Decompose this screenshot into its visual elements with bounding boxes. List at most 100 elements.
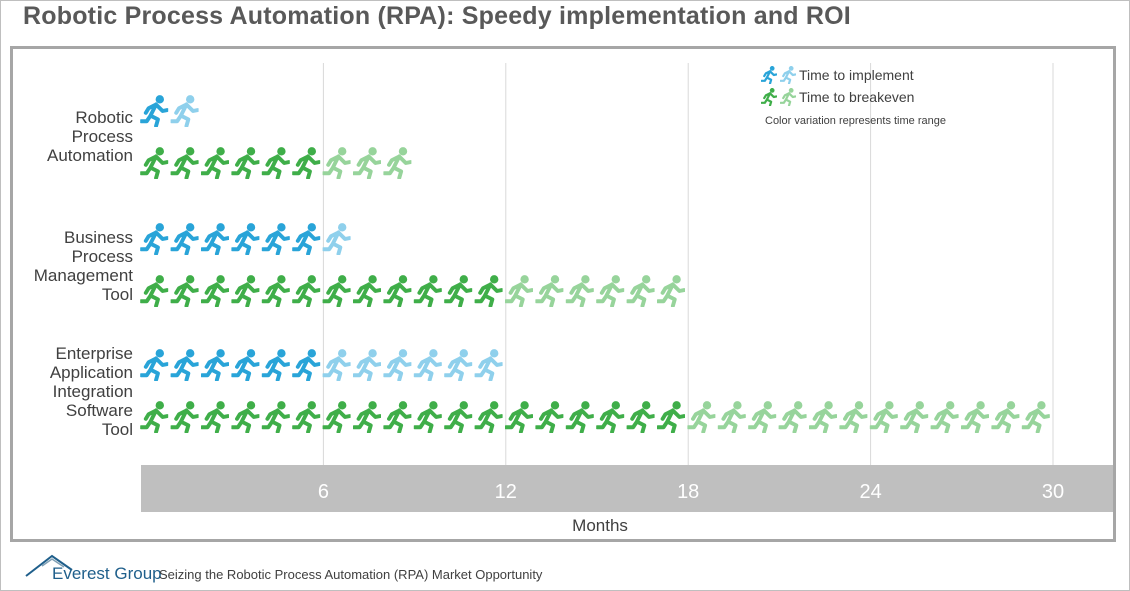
breakeven-runner-icon (140, 147, 169, 179)
breakeven-runner-icon (261, 275, 290, 307)
breakeven-runner-icon (444, 401, 473, 433)
breakeven-runner-icon (322, 147, 351, 179)
category-label: Automation (47, 146, 133, 165)
breakeven-runner-icon (322, 401, 351, 433)
x-tick-label: 6 (318, 481, 329, 503)
breakeven-runner-icon (383, 147, 412, 179)
breakeven-runner-icon (170, 147, 199, 179)
implement-runner-icon (140, 349, 169, 381)
legend-note: Color variation represents time range (765, 115, 946, 127)
legend-runner-icon (761, 66, 777, 84)
breakeven-runner-icon (444, 275, 473, 307)
breakeven-runner-icon (626, 401, 655, 433)
implement-runner-icon (292, 223, 321, 255)
x-tick-label: 24 (859, 481, 881, 503)
implement-runner-icon (261, 223, 290, 255)
implement-runner-icon (201, 223, 229, 255)
chart-panel: 6 12 18 24 30 Months Robotic Process Automation B… (10, 46, 1116, 542)
legend-label: Time to implement (799, 67, 914, 83)
breakeven-runner-icon (292, 401, 321, 433)
breakeven-runner-icon (201, 275, 229, 307)
breakeven-runner-icon (474, 275, 503, 307)
footer: Everest Group Seizing the Robotic Proces… (0, 548, 1130, 591)
everest-logo-icon (25, 554, 73, 577)
breakeven-runner-icon (170, 401, 199, 433)
breakeven-runner-icon (687, 401, 716, 433)
implement-runner-icon (322, 349, 351, 381)
breakeven-runner-icon (809, 401, 837, 433)
breakeven-runner-icon (869, 401, 898, 433)
implement-runner-icon (231, 349, 260, 381)
implement-runner-icon (292, 349, 321, 381)
logo-text: Everest Group (52, 564, 162, 583)
breakeven-runner-icon (565, 401, 594, 433)
breakeven-runner-icon (413, 275, 442, 307)
breakeven-runner-icon (231, 275, 260, 307)
implement-runner-icon (444, 349, 473, 381)
axis-band (141, 465, 1113, 512)
implement-runner-icon (261, 349, 290, 381)
page-title: Robotic Process Automation (RPA): Speedy… (23, 2, 851, 30)
breakeven-runner-icon (748, 401, 777, 433)
breakeven-runner-icon (657, 275, 685, 307)
implement-runner-icon (140, 95, 169, 127)
category-label: Process (72, 247, 133, 266)
breakeven-runner-icon (261, 401, 290, 433)
breakeven-runner-icon (170, 275, 199, 307)
implement-runner-icon (231, 223, 260, 255)
footer-tagline: Seizing the Robotic Process Automation (… (159, 567, 543, 582)
breakeven-runner-icon (717, 401, 746, 433)
pictograph-chart: 6 12 18 24 30MonthsRoboticProcessAutomationB… (34, 63, 1113, 535)
category-label: Tool (102, 420, 133, 439)
breakeven-runner-icon (261, 147, 290, 179)
breakeven-runner-icon (201, 147, 229, 179)
category-label: Business (64, 228, 133, 247)
category-label: Application (50, 363, 133, 382)
breakeven-runner-icon (353, 275, 381, 307)
legend-runner-icon (780, 66, 796, 84)
breakeven-runner-icon (930, 401, 959, 433)
breakeven-runner-icon (778, 401, 807, 433)
breakeven-runner-icon (535, 275, 564, 307)
breakeven-runner-icon (292, 147, 321, 179)
breakeven-runner-icon (353, 147, 381, 179)
category-label: Integration (53, 382, 133, 401)
breakeven-runner-icon (565, 275, 594, 307)
breakeven-runner-icon (596, 275, 625, 307)
implement-runner-icon (140, 223, 169, 255)
implement-runner-icon (383, 349, 412, 381)
breakeven-runner-icon (140, 401, 169, 433)
category-label: Management (34, 266, 134, 285)
implement-runner-icon (353, 349, 381, 381)
implement-runner-icon (413, 349, 442, 381)
breakeven-runner-icon (626, 275, 655, 307)
breakeven-runner-icon (231, 147, 260, 179)
breakeven-runner-icon (596, 401, 625, 433)
x-axis-label: Months (572, 516, 628, 535)
legend-label: Time to breakeven (799, 89, 914, 105)
breakeven-runner-icon (991, 401, 1020, 433)
legend: Time to implement Time to breakeven Color … (761, 66, 946, 127)
implement-runner-icon (474, 349, 503, 381)
legend-runner-icon (780, 88, 796, 106)
category-label: Enterprise (56, 344, 133, 363)
breakeven-runner-icon (140, 275, 169, 307)
breakeven-runner-icon (505, 275, 533, 307)
category-label: Software (66, 401, 133, 420)
implement-runner-icon (201, 349, 229, 381)
category-label: Process (72, 127, 133, 146)
implement-runner-icon (322, 223, 351, 255)
implement-runner-icon (170, 349, 199, 381)
implement-runner-icon (170, 223, 199, 255)
breakeven-runner-icon (474, 401, 503, 433)
breakeven-runner-icon (657, 401, 685, 433)
x-tick-label: 12 (495, 481, 517, 503)
breakeven-runner-icon (353, 401, 381, 433)
x-tick-label: 18 (677, 481, 699, 503)
breakeven-runner-icon (505, 401, 533, 433)
breakeven-runner-icon (1021, 401, 1050, 433)
x-tick-label: 30 (1042, 481, 1064, 503)
implement-runner-icon (170, 95, 199, 127)
breakeven-runner-icon (322, 275, 351, 307)
breakeven-runner-icon (292, 275, 321, 307)
